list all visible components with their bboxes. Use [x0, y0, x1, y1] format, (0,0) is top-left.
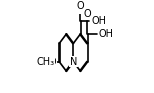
Text: O: O: [84, 9, 91, 19]
Text: O: O: [49, 57, 56, 67]
Text: O: O: [77, 1, 84, 11]
Text: OH: OH: [98, 29, 113, 39]
Text: N: N: [70, 57, 77, 67]
Text: CH₃: CH₃: [36, 57, 55, 67]
Text: OH: OH: [91, 16, 106, 26]
